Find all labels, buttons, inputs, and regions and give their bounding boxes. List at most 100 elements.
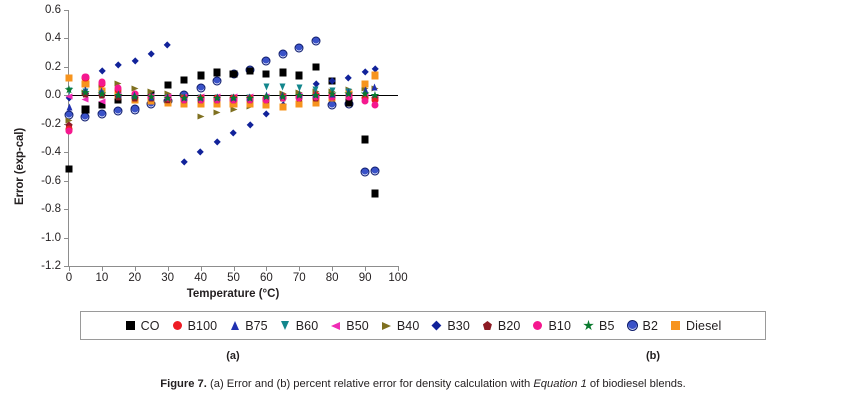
data-point-b40 [196,112,205,121]
data-point-diesel [311,98,320,107]
x-axis-tick-label: 40 [194,272,207,284]
data-point-b60 [361,92,370,101]
y-axis-tick [64,38,69,40]
legend-item-b60[interactable]: B60 [280,319,319,333]
data-point-b30 [196,148,205,157]
caption-text-b: of biodiesel blends. [586,378,686,390]
legend-label: B60 [295,318,319,333]
legend-item-b40[interactable]: B40 [381,319,420,333]
data-point-b30 [180,158,189,167]
legend-item-b20[interactable]: B20 [482,319,521,333]
legend-item-co[interactable]: CO [125,319,160,333]
data-point-diesel [370,71,379,80]
data-point-b2 [229,69,238,79]
data-point-b20 [163,95,172,104]
data-point-b75 [229,92,238,101]
data-point-b40 [163,89,172,98]
data-point-b5 [278,92,288,101]
y-axis-tick-label: 0.2 [45,60,61,73]
data-point-b20 [114,92,123,101]
data-point-b10 [361,97,370,106]
data-point-b5 [97,89,107,98]
caption-emphasis: Equation 1 [533,378,587,390]
diamond-marker-icon [431,320,442,331]
legend-item-b50[interactable]: B50 [330,319,369,333]
legend-item-b10[interactable]: B10 [532,319,571,333]
data-point-b75 [295,89,304,98]
data-point-b50 [361,92,370,101]
data-point-b30 [97,67,106,76]
data-point-b40 [361,84,370,93]
square-marker-icon [125,320,136,331]
data-point-b2 [360,167,370,177]
data-point-b20 [81,89,90,98]
data-point-diesel [278,102,287,111]
data-point-b30 [81,81,90,90]
data-point-b5 [64,85,74,94]
data-point-b20 [196,95,205,104]
legend-item-b100[interactable]: B100 [172,319,218,333]
data-point-co [278,68,287,77]
legend-item-b5[interactable]: B5 [583,319,615,333]
data-point-b50 [262,92,271,101]
data-point-b60 [328,87,337,96]
data-point-b50 [278,92,287,101]
data-point-b20 [344,92,353,101]
data-point-b40 [130,84,139,93]
data-point-b75 [180,92,189,101]
data-point-b30 [370,65,379,74]
data-point-b75 [361,85,370,94]
data-point-b60 [295,84,304,93]
legend-item-diesel[interactable]: Diesel [670,319,721,333]
legend-item-b2[interactable]: B2 [626,319,659,333]
data-point-co [163,81,172,90]
legend-item-b30[interactable]: B30 [431,319,470,333]
square-marker-icon [670,320,681,331]
data-point-b10 [213,95,222,104]
data-point-b2 [113,106,123,116]
data-point-co [196,71,205,80]
data-point-b20 [328,92,337,101]
data-point-b50 [229,92,238,101]
y-axis-tick [64,180,69,182]
circle-ring-marker-icon [626,320,638,331]
x-axis-tick [134,266,136,271]
triangle-down-marker-icon [280,320,291,331]
x-axis-tick-label: 30 [161,272,175,284]
y-axis-tick [64,209,69,211]
data-point-b60 [311,85,320,94]
data-point-b100 [130,89,139,98]
data-point-b40 [114,79,123,88]
data-point-diesel [229,99,238,108]
data-point-co [65,165,74,174]
legend-label: B10 [548,318,572,333]
y-axis-tick-label: -0.2 [41,117,61,130]
data-point-b10 [114,84,123,93]
x-axis-tick-label: 80 [325,272,339,284]
x-axis-tick-label: 100 [388,272,408,284]
legend-label: B30 [447,318,470,333]
x-axis-tick-label: 60 [259,272,273,284]
data-point-b20 [213,95,222,104]
data-point-b40 [262,97,271,106]
x-axis-tick [299,266,301,271]
data-point-b60 [65,87,74,96]
data-point-co [114,95,123,104]
data-point-b2 [97,109,107,119]
star-marker-icon [583,319,594,331]
legend-label: Diesel [686,318,722,333]
caption-text-a: (a) Error and (b) percent relative error… [206,378,534,390]
x-axis-tick-label: 50 [227,272,240,284]
data-point-b40 [213,108,222,117]
data-point-b2 [370,166,380,176]
legend-item-b75[interactable]: B75 [229,319,268,333]
x-axis-tick [398,266,399,271]
data-point-b60 [130,92,139,101]
data-point-diesel [180,99,189,108]
x-axis-tick-label: 10 [95,272,109,284]
data-point-b10 [245,95,254,104]
y-axis-tick-label: -0.6 [41,174,61,187]
legend-label: CO [140,318,160,333]
x-axis-tick [167,266,169,271]
